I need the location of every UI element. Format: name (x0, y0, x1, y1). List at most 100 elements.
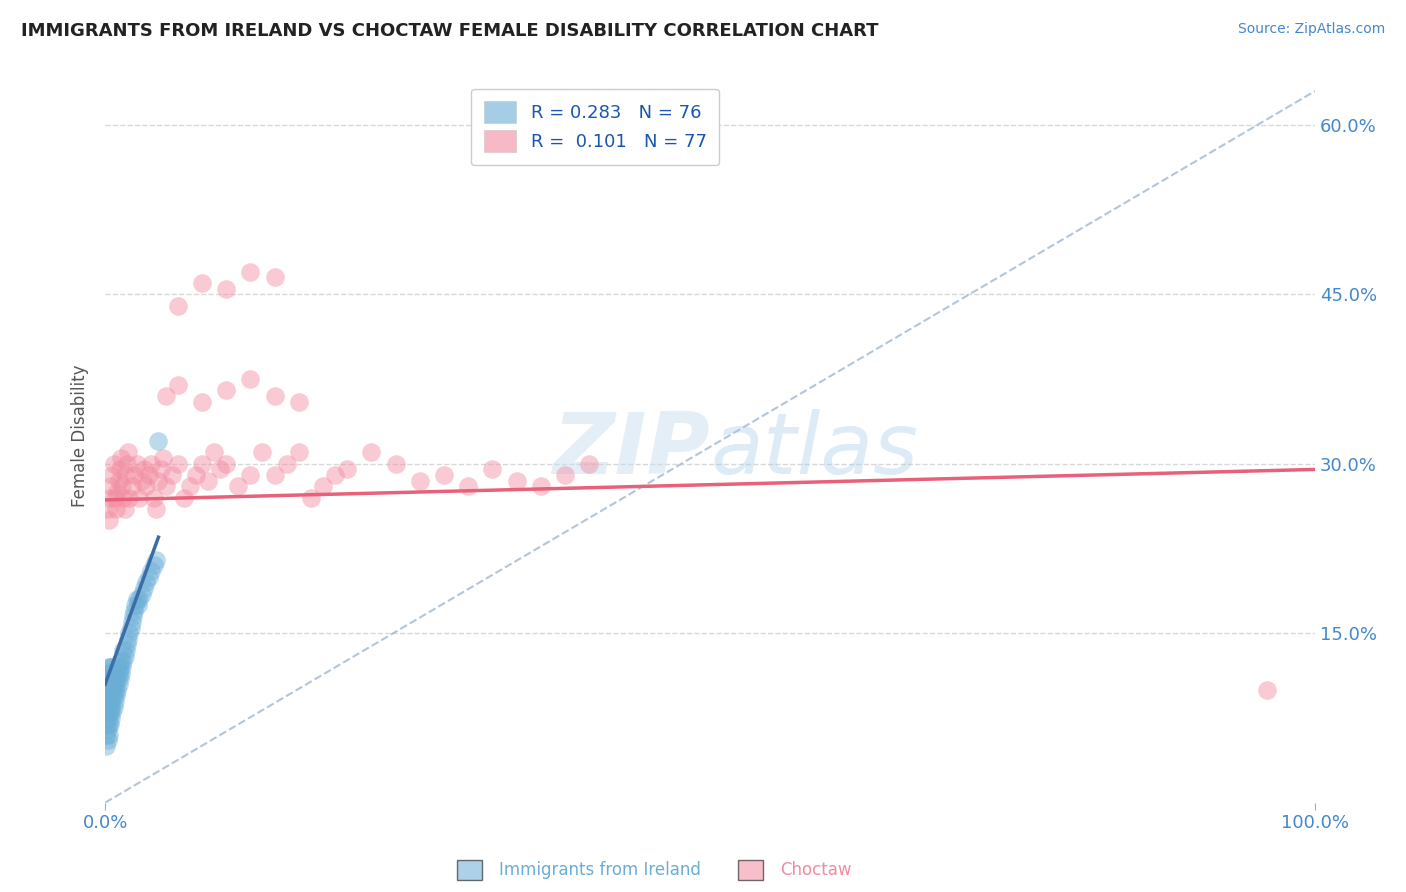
Point (105, 485, 128, 500)
Point (360, 445, 382, 459)
Text: ZIP: ZIP (553, 409, 710, 491)
Point (145, 502, 167, 516)
Point (152, 451, 174, 466)
Point (105, 677, 128, 691)
Point (108, 672, 131, 686)
Point (100, 711, 122, 725)
Point (505, 474, 527, 488)
Point (226, 479, 249, 493)
Point (138, 468, 160, 483)
Point (98, 660, 121, 674)
Point (96, 694, 118, 708)
Point (122, 468, 145, 483)
Point (433, 468, 456, 483)
Point (98, 682, 121, 697)
Point (97, 733, 120, 747)
Point (263, 389, 285, 403)
Point (166, 377, 188, 392)
Point (155, 389, 177, 403)
Point (263, 468, 285, 483)
Y-axis label: Female Disability: Female Disability (72, 364, 89, 507)
Point (105, 682, 128, 697)
Point (97, 694, 120, 708)
Point (105, 502, 128, 516)
Point (97, 682, 120, 697)
Point (118, 626, 141, 640)
Point (336, 462, 359, 476)
Point (98, 491, 121, 505)
Point (103, 677, 125, 691)
Point (97, 660, 120, 674)
Point (149, 462, 172, 476)
Point (554, 468, 576, 483)
Point (97, 728, 120, 742)
Point (131, 587, 153, 601)
Point (110, 665, 132, 680)
Point (128, 592, 150, 607)
Text: Source: ZipAtlas.com: Source: ZipAtlas.com (1237, 22, 1385, 37)
Point (115, 638, 138, 652)
Point (98, 705, 121, 719)
Point (148, 474, 170, 488)
Point (384, 457, 406, 471)
Point (98, 716, 121, 731)
Point (252, 445, 274, 459)
Point (215, 282, 238, 296)
Point (323, 468, 346, 483)
Point (114, 643, 136, 657)
Point (191, 457, 214, 471)
Point (100, 677, 122, 691)
Point (107, 677, 129, 691)
Point (97, 677, 120, 691)
Point (115, 457, 138, 471)
Point (111, 660, 134, 674)
Point (215, 457, 238, 471)
Point (142, 491, 165, 505)
Point (135, 479, 157, 493)
Point (122, 604, 145, 618)
Point (97, 502, 120, 516)
Point (112, 643, 135, 657)
Point (481, 462, 503, 476)
Point (287, 394, 309, 409)
Point (118, 491, 141, 505)
Point (103, 699, 125, 714)
Point (160, 468, 183, 483)
Point (104, 491, 127, 505)
Point (120, 621, 142, 635)
Point (132, 462, 155, 476)
Point (112, 491, 135, 505)
Point (276, 457, 298, 471)
Point (141, 457, 163, 471)
Point (96, 716, 118, 731)
Point (138, 570, 160, 584)
Point (97, 716, 120, 731)
Point (142, 558, 165, 573)
Point (131, 474, 153, 488)
Point (127, 598, 149, 612)
Point (155, 479, 177, 493)
Point (117, 632, 139, 646)
Point (96, 728, 118, 742)
Point (125, 457, 148, 471)
Point (1256, 682, 1278, 697)
Point (110, 451, 132, 466)
Point (108, 462, 131, 476)
Point (107, 474, 129, 488)
Point (184, 468, 207, 483)
Point (409, 474, 432, 488)
Text: Immigrants from Ireland: Immigrants from Ireland (499, 861, 702, 879)
Point (135, 575, 157, 590)
Point (101, 468, 124, 483)
Point (100, 699, 122, 714)
Point (97, 513, 120, 527)
Point (457, 479, 479, 493)
Point (101, 672, 124, 686)
Point (132, 581, 155, 595)
Point (124, 598, 146, 612)
Point (96, 705, 118, 719)
Point (112, 655, 135, 669)
Point (104, 694, 127, 708)
Point (97, 711, 120, 725)
Point (100, 665, 122, 680)
